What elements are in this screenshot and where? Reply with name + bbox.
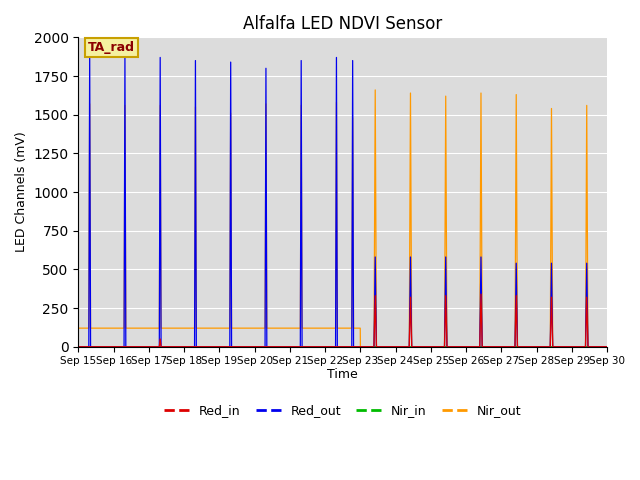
Legend: Red_in, Red_out, Nir_in, Nir_out: Red_in, Red_out, Nir_in, Nir_out bbox=[159, 399, 527, 422]
Nir_out bbox=[277, 325, 285, 331]
Nir_out bbox=[300, 325, 308, 331]
Nir_out bbox=[603, 344, 611, 349]
Red_out bbox=[135, 344, 143, 349]
Line: Red_in: Red_in bbox=[79, 294, 607, 347]
Nir_in bbox=[135, 344, 143, 349]
Line: Red_out: Red_out bbox=[79, 53, 607, 347]
Y-axis label: LED Channels (mV): LED Channels (mV) bbox=[15, 132, 28, 252]
Red_in bbox=[277, 344, 285, 349]
Red_in bbox=[593, 344, 600, 349]
Red_out bbox=[300, 344, 308, 349]
Nir_out bbox=[166, 325, 174, 331]
Nir_out bbox=[356, 344, 364, 349]
Nir_in bbox=[300, 344, 308, 349]
X-axis label: Time: Time bbox=[327, 368, 358, 381]
Red_out bbox=[603, 344, 611, 349]
Line: Nir_out: Nir_out bbox=[79, 90, 607, 347]
Nir_in bbox=[593, 344, 600, 349]
Red_in bbox=[75, 344, 83, 349]
Text: TA_rad: TA_rad bbox=[88, 41, 135, 54]
Nir_out bbox=[593, 344, 601, 349]
Nir_in bbox=[75, 344, 83, 349]
Red_in bbox=[135, 344, 143, 349]
Red_in bbox=[166, 344, 174, 349]
Nir_out bbox=[371, 87, 379, 93]
Red_out bbox=[86, 50, 93, 56]
Nir_out bbox=[75, 325, 83, 331]
Nir_in bbox=[603, 344, 611, 349]
Red_in bbox=[603, 344, 611, 349]
Red_in bbox=[477, 291, 485, 297]
Red_out bbox=[593, 344, 600, 349]
Nir_out bbox=[536, 344, 544, 349]
Nir_in bbox=[536, 344, 543, 349]
Nir_in bbox=[166, 344, 174, 349]
Title: Alfalfa LED NDVI Sensor: Alfalfa LED NDVI Sensor bbox=[243, 15, 442, 33]
Red_out bbox=[277, 344, 285, 349]
Nir_out bbox=[135, 325, 143, 331]
Red_out bbox=[536, 344, 544, 349]
Nir_in bbox=[277, 344, 285, 349]
Red_out bbox=[166, 344, 174, 349]
Red_out bbox=[75, 344, 83, 349]
Red_in bbox=[300, 344, 308, 349]
Red_in bbox=[536, 344, 544, 349]
